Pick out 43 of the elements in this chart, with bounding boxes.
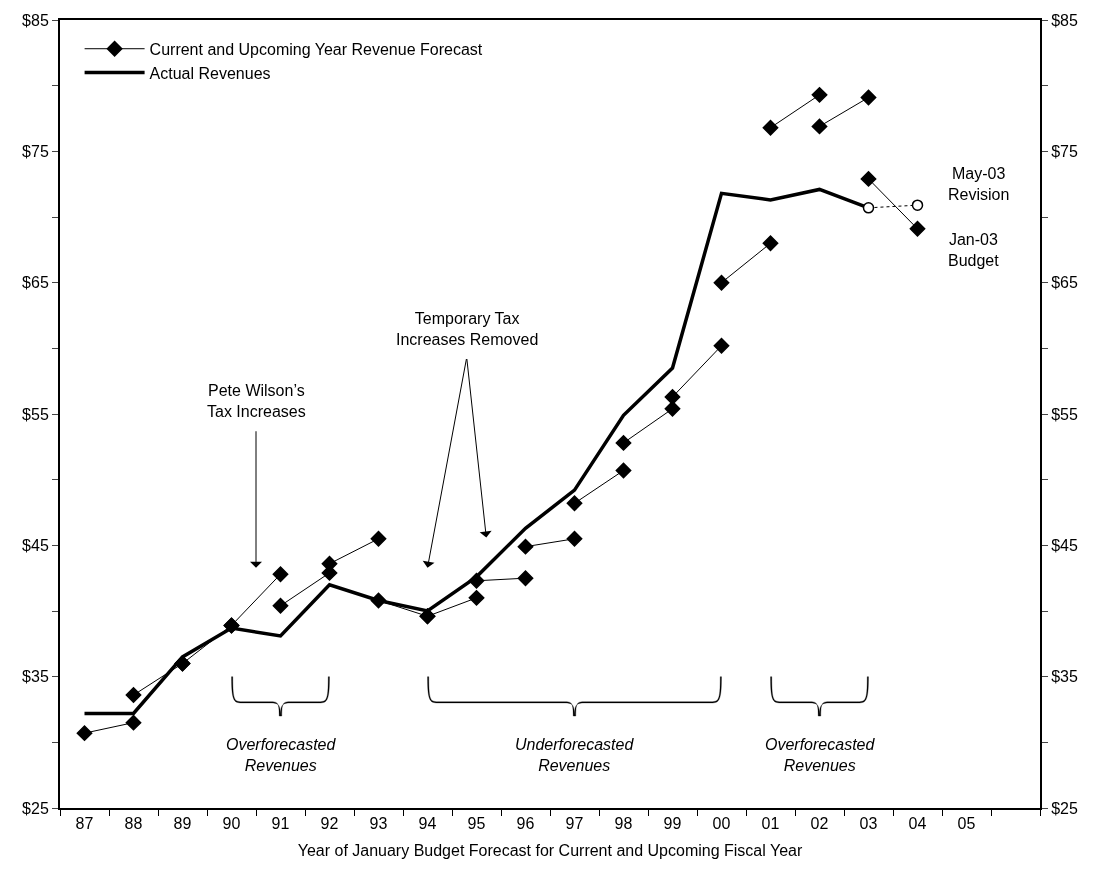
x-axis-title: Year of January Budget Forecast for Current and Upcoming Fiscal Year	[297, 842, 803, 860]
x-tick-label: 92	[320, 814, 339, 832]
annotation: Overforecasted Revenues	[226, 736, 337, 774]
legend-label: Actual Revenues	[149, 64, 271, 82]
x-tick-label: 94	[418, 814, 437, 832]
x-tick-label: 88	[124, 814, 143, 832]
x-tick-label: 87	[75, 814, 94, 832]
x-tick-label: 91	[271, 814, 290, 832]
annotation: Underforecasted Revenues	[515, 736, 635, 774]
x-tick-label: 01	[761, 814, 780, 832]
y-tick-label: $25	[22, 799, 49, 817]
y-tick-label: $75	[22, 142, 49, 160]
y-tick-label: $85	[22, 11, 49, 29]
annotation: May-03 Revision	[948, 165, 1010, 203]
x-tick-label: 90	[222, 814, 241, 832]
y-tick-label: $65	[22, 274, 49, 292]
y2-tick-label: $35	[1051, 668, 1078, 686]
annotation: Pete Wilson’s Tax Increases	[207, 382, 306, 420]
y2-tick-label: $55	[1051, 405, 1078, 423]
annotation: Jan-03 Budget	[948, 231, 1000, 269]
y2-tick-label: $85	[1051, 11, 1078, 29]
x-tick-label: 89	[173, 814, 192, 832]
legend-label: Current and Upcoming Year Revenue Forecast	[149, 40, 483, 58]
y-tick-label: $45	[22, 536, 49, 554]
x-tick-label: 97	[565, 814, 584, 832]
x-tick-label: 02	[810, 814, 829, 832]
annotation: Temporary Tax Increases Removed	[396, 310, 539, 348]
x-tick-label: 96	[516, 814, 535, 832]
x-tick-label: 05	[957, 814, 976, 832]
y2-tick-label: $65	[1051, 274, 1078, 292]
x-tick-label: 04	[908, 814, 927, 832]
x-tick-label: 99	[663, 814, 682, 832]
y2-tick-label: $75	[1051, 142, 1078, 160]
x-tick-label: 95	[467, 814, 486, 832]
x-tick-label: 98	[614, 814, 633, 832]
y2-tick-label: $25	[1051, 799, 1078, 817]
x-tick-label: 00	[712, 814, 731, 832]
y-tick-label: $55	[22, 405, 49, 423]
annotation: Overforecasted Revenues	[765, 736, 876, 774]
x-tick-label: 03	[859, 814, 878, 832]
x-tick-label: 93	[369, 814, 388, 832]
y-tick-label: $35	[22, 668, 49, 686]
y2-tick-label: $45	[1051, 536, 1078, 554]
